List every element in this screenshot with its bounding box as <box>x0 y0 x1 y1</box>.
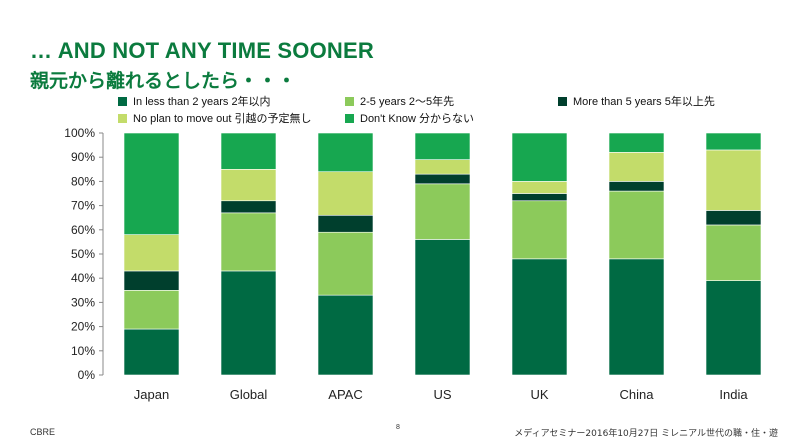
y-tick-label: 20% <box>71 320 95 334</box>
bar-segment <box>220 168 277 202</box>
bar-segment <box>608 152 665 182</box>
bar-segment <box>511 193 568 202</box>
y-tick-label: 90% <box>71 150 95 164</box>
bar-segment <box>123 328 180 376</box>
bar-segment <box>414 239 471 376</box>
legend-label: Don't Know 分からない <box>360 113 474 125</box>
bar-segment <box>511 200 568 260</box>
bar-segment <box>123 270 180 291</box>
y-tick-label: 80% <box>71 174 95 188</box>
y-tick-label: 10% <box>71 344 95 358</box>
legend-label: More than 5 years 5年以上先 <box>573 96 715 108</box>
legend-item: More than 5 years 5年以上先 <box>558 93 715 109</box>
stacked-bar-chart: 0% 10% 20% 30% 40% 50% 60% 70% 80% 90% 100% Japan Gl… <box>64 126 762 402</box>
page-number: 8 <box>396 424 400 431</box>
legend-item: Don't Know 分からない <box>345 110 474 126</box>
bar-segment <box>511 181 568 194</box>
legend-swatch <box>345 113 354 123</box>
y-tick-label: 0% <box>78 368 96 382</box>
bar-segment <box>317 231 374 296</box>
legend-label: 2-5 years 2～5年先 <box>360 96 455 108</box>
bar-segment <box>123 290 180 330</box>
bar-segment <box>317 214 374 233</box>
bar-segment <box>317 294 374 376</box>
bar-segment <box>705 224 762 281</box>
bar-segment <box>705 149 762 211</box>
y-tick-label: 100% <box>64 126 95 140</box>
bar-segment <box>317 132 374 173</box>
bar-segment <box>123 132 180 235</box>
bar-segment <box>608 132 665 153</box>
legend-swatch <box>345 96 354 106</box>
bar-segment <box>414 159 471 175</box>
bar-segment <box>220 212 277 272</box>
legend-item: 2-5 years 2～5年先 <box>345 93 454 109</box>
bar-segment <box>705 280 762 376</box>
bar-segment <box>608 258 665 376</box>
x-tick-label: APAC <box>328 387 362 402</box>
page-subtitle: 親元から離れるとしたら・・・ <box>30 70 297 92</box>
bar-segment <box>220 270 277 376</box>
y-tick-label: 70% <box>71 199 95 213</box>
bar-segment <box>511 258 568 376</box>
bar-segment <box>123 234 180 272</box>
bar-segment <box>414 173 471 185</box>
legend-item: In less than 2 years 2年以内 <box>118 93 271 109</box>
legend-label: In less than 2 years 2年以内 <box>133 96 271 108</box>
y-tick-label: 60% <box>71 223 95 237</box>
page-title: … AND NOT ANY TIME SOONER <box>30 38 374 63</box>
y-tick-label: 40% <box>71 271 95 285</box>
bar-segment <box>414 183 471 240</box>
x-tick-label: India <box>719 387 748 402</box>
x-tick-label: UK <box>530 387 548 402</box>
bar-segment <box>608 181 665 192</box>
legend-swatch <box>118 113 127 123</box>
x-tick-label: Japan <box>134 387 169 402</box>
x-tick-label: US <box>433 387 451 402</box>
y-tick-label: 50% <box>71 247 95 261</box>
legend-swatch <box>118 96 127 106</box>
y-tick-label: 30% <box>71 295 95 309</box>
bar-segment <box>220 132 277 170</box>
bar-segment <box>220 200 277 214</box>
bar-segment <box>705 132 762 151</box>
bar-segment <box>317 171 374 216</box>
legend-item: No plan to move out 引越の予定無し <box>118 110 312 126</box>
x-tick-label: Global <box>230 387 268 402</box>
footer-event: メディアセミナー2016年10月27日 ミレニアル世代の職・住・遊 <box>514 429 778 439</box>
company-name: CBRE <box>30 427 56 437</box>
legend-label: No plan to move out 引越の予定無し <box>133 113 312 125</box>
x-tick-label: China <box>620 387 655 402</box>
bar-segment <box>414 132 471 160</box>
bar-segment <box>705 210 762 226</box>
legend-swatch <box>558 96 567 106</box>
bar-segment <box>511 132 568 182</box>
bar-segment <box>608 190 665 260</box>
